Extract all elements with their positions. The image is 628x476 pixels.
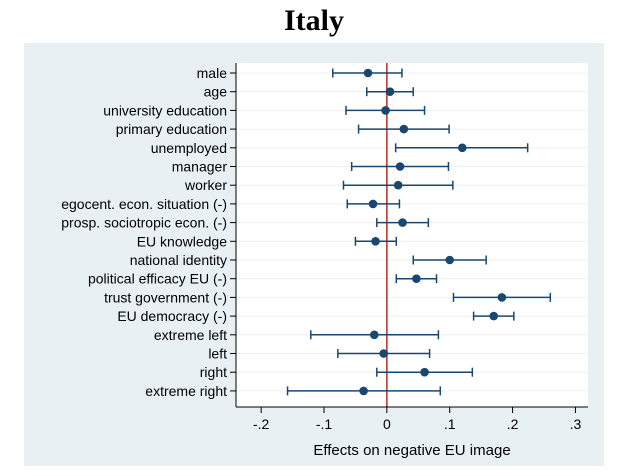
chart-title: Italy xyxy=(284,4,344,37)
x-tick-label: .2 xyxy=(507,416,519,432)
point-estimate xyxy=(497,293,507,302)
x-axis-label: Effects on negative EU image xyxy=(313,442,510,459)
y-tick-label: extreme right xyxy=(145,383,227,399)
y-tick-label: university education xyxy=(103,102,227,118)
x-tick-label: -.2 xyxy=(253,416,270,432)
x-tick-label: .3 xyxy=(570,416,582,432)
y-tick-label: left xyxy=(208,346,227,362)
point-estimate xyxy=(412,274,421,284)
point-estimate xyxy=(395,162,405,171)
point-estimate xyxy=(489,311,499,321)
y-tick-label: trust government (-) xyxy=(104,289,227,305)
point-estimate xyxy=(381,106,390,115)
plot-area xyxy=(236,63,588,407)
y-tick-label: prosp. sociotropic econ. (-) xyxy=(61,215,227,231)
y-tick-label: age xyxy=(204,84,228,100)
x-tick-label: -.1 xyxy=(316,416,333,432)
y-tick-label: manager xyxy=(172,159,228,175)
point-estimate xyxy=(371,237,380,246)
y-tick-label: unemployed xyxy=(151,140,227,156)
y-tick-label: national identity xyxy=(130,252,227,268)
y-tick-label: EU democracy (-) xyxy=(117,308,227,324)
marks-layer xyxy=(286,68,552,396)
point-estimate xyxy=(420,367,429,377)
y-tick-label: right xyxy=(200,364,227,380)
point-estimate xyxy=(379,349,389,358)
point-estimate xyxy=(359,386,368,396)
x-tick-label: 0 xyxy=(383,416,391,432)
y-tick-label: extreme left xyxy=(154,327,227,343)
axes-layer: -.2 -.1 0 .1 .2 .3 male age university education… xyxy=(61,63,588,432)
point-estimate xyxy=(363,68,373,78)
y-tick-label: primary education xyxy=(116,121,227,137)
point-estimate xyxy=(368,199,378,209)
y-tick-label: EU knowledge xyxy=(137,233,227,249)
point-estimate xyxy=(393,180,403,190)
point-estimate xyxy=(457,143,467,153)
point-estimate xyxy=(399,124,409,134)
x-tick-label: .1 xyxy=(444,416,456,432)
point-estimate xyxy=(369,330,379,340)
y-tick-label: male xyxy=(197,65,228,81)
point-estimate xyxy=(385,87,395,96)
y-tick-label: political efficacy EU (-) xyxy=(88,271,227,287)
point-estimate xyxy=(445,255,455,265)
y-tick-label: worker xyxy=(184,177,227,193)
point-estimate xyxy=(398,218,407,227)
y-tick-label: egocent. econ. situation (-) xyxy=(61,196,227,212)
